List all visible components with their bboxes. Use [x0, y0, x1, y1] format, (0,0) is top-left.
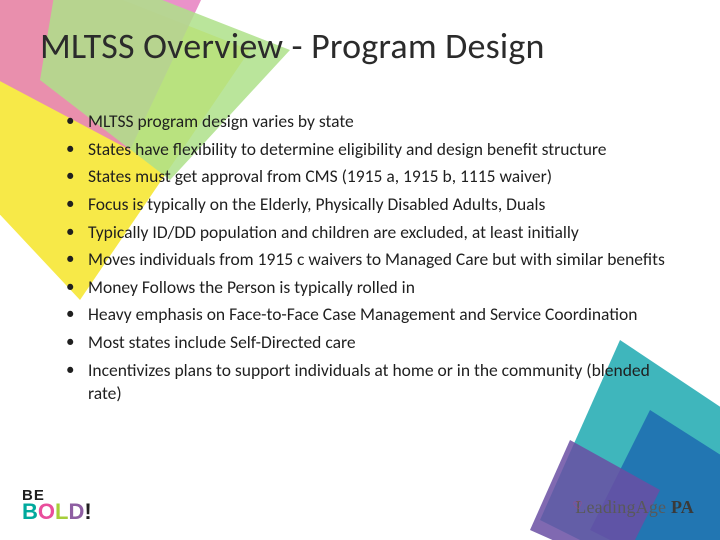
- footer-bold-b: B: [22, 499, 38, 524]
- bullet-item: Typically ID/DD population and children …: [62, 221, 680, 245]
- bullet-item: Heavy emphasis on Face-to-Face Case Mana…: [62, 303, 680, 327]
- footer-right-suffix: PA: [671, 497, 694, 517]
- bullet-item: Money Follows the Person is typically ro…: [62, 276, 680, 300]
- bullet-item: Focus is typically on the Elderly, Physi…: [62, 193, 680, 217]
- slide-title: MLTSS Overview - Program Design: [40, 24, 680, 68]
- bullet-item: Incentivizes plans to support individual…: [62, 359, 680, 406]
- bullet-item: MLTSS program design varies by state: [62, 110, 680, 134]
- bg-shape-purple: [530, 440, 660, 540]
- footer-bold-o: O: [38, 499, 55, 524]
- footer-bold-d: D: [68, 499, 84, 524]
- bullet-list: MLTSS program design varies by state Sta…: [62, 110, 680, 410]
- footer-right-logo: LeadingAge PA: [575, 497, 694, 518]
- footer-bold-bang: !: [84, 499, 91, 524]
- footer-right-prefix: LeadingAge: [575, 497, 666, 517]
- footer-bold-text: BOLD!: [22, 502, 92, 522]
- bullet-item: Moves individuals from 1915 c waivers to…: [62, 248, 680, 272]
- footer-bold-l: L: [55, 499, 68, 524]
- slide: MLTSS Overview - Program Design MLTSS pr…: [0, 0, 720, 540]
- footer-left-logo: BE BOLD!: [22, 489, 92, 522]
- bullet-item: States must get approval from CMS (1915 …: [62, 165, 680, 189]
- bullet-item: Most states include Self-Directed care: [62, 331, 680, 355]
- bullet-item: States have flexibility to determine eli…: [62, 138, 680, 162]
